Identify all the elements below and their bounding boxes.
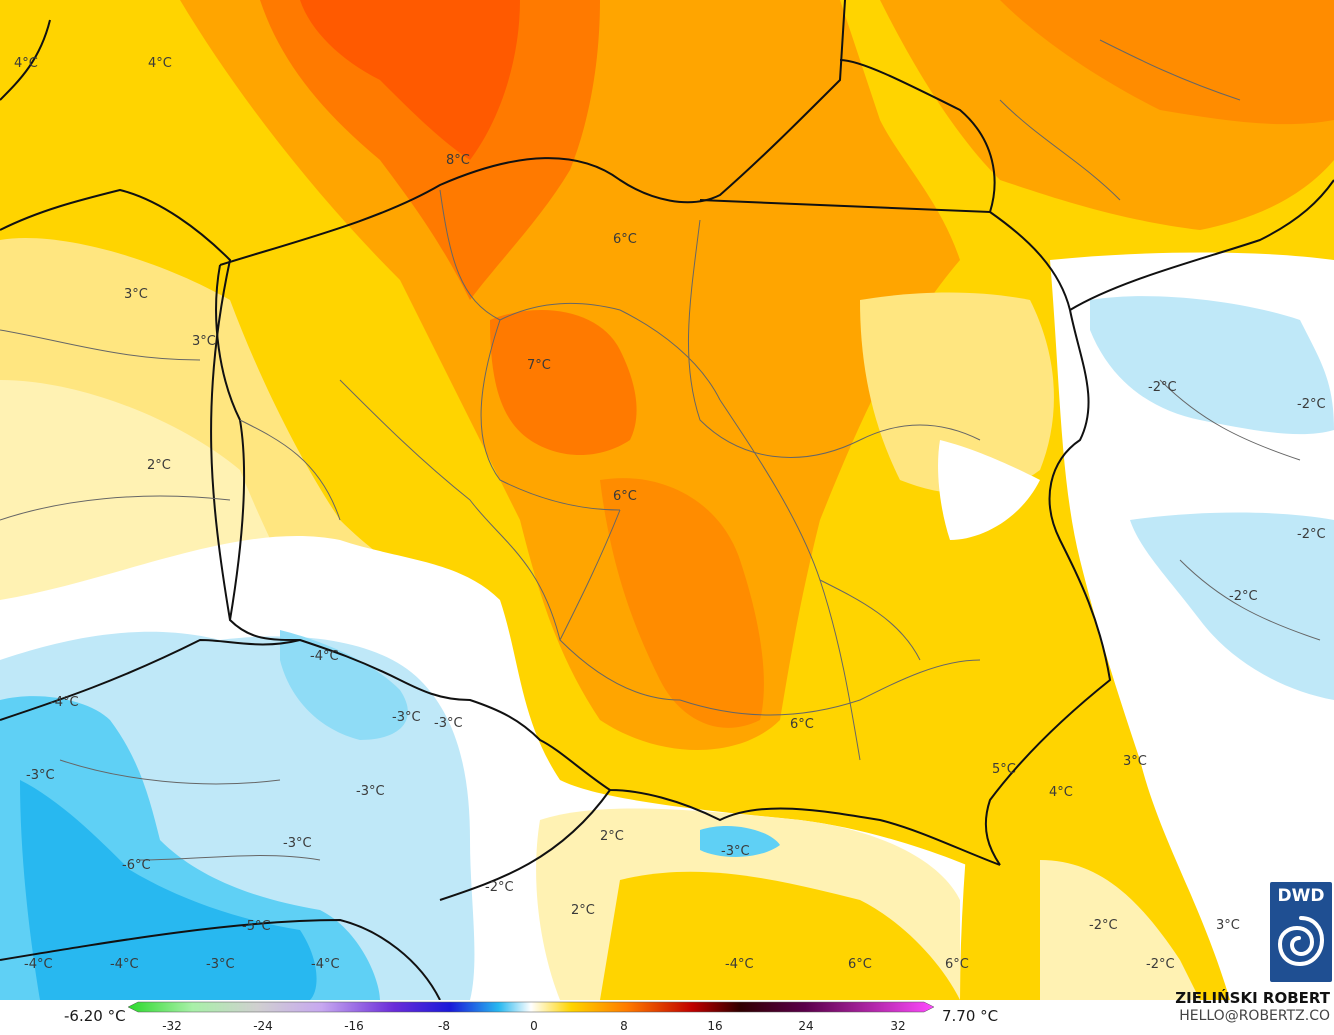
temp-label: -2°C — [1146, 957, 1175, 972]
scale-tick: 32 — [890, 1019, 905, 1033]
ukraine-light-blue — [1130, 512, 1334, 700]
germany-border — [0, 188, 232, 621]
temp-label: -3°C — [206, 957, 235, 972]
scale-ticks: -32 -24 -16 -8 0 8 16 24 32 — [162, 1019, 905, 1033]
carpathian-yellow — [600, 871, 960, 1000]
southeast-pale — [1040, 860, 1200, 1000]
temp-label: -3°C — [392, 710, 421, 725]
temp-label: 6°C — [613, 232, 637, 247]
country-borders — [0, 0, 1334, 1000]
east-white-patch — [938, 440, 1040, 540]
scale-tick: 24 — [798, 1019, 813, 1033]
temp-label: 7°C — [527, 358, 551, 373]
temp-label: -2°C — [1229, 589, 1258, 604]
lithuania-belarus-border — [1069, 179, 1334, 311]
contour-labels: 4°C 4°C 8°C 6°C 3°C 3°C 7°C 2°C 6°C -2°C… — [14, 56, 1326, 972]
temp-label: -3°C — [356, 784, 385, 799]
podlasie-pale — [860, 292, 1054, 494]
temp-label: 6°C — [848, 957, 872, 972]
color-scale-bar — [128, 1001, 935, 1013]
temp-label: -4°C — [725, 957, 754, 972]
austria-border — [0, 918, 441, 1000]
temp-label: 3°C — [192, 334, 216, 349]
scale-tick: -32 — [162, 1019, 182, 1033]
scale-tick: 8 — [620, 1019, 628, 1033]
credit-email: HELLO@ROBERTZ.CO — [1179, 1008, 1330, 1024]
slovakia-border — [439, 789, 611, 901]
temp-label: -3°C — [721, 844, 750, 859]
swirl-icon — [1277, 916, 1325, 967]
temp-label: 2°C — [147, 458, 171, 473]
temp-label: 2°C — [600, 829, 624, 844]
denmark-coast — [0, 19, 51, 101]
temp-label: -3°C — [26, 768, 55, 783]
temp-label: 6°C — [790, 717, 814, 732]
temp-label: -4°C — [311, 957, 340, 972]
dwd-logo: DWD — [1270, 882, 1332, 982]
tatra-blue — [700, 825, 780, 857]
temp-label: -3°C — [283, 836, 312, 851]
temp-label: 3°C — [1123, 754, 1147, 769]
dwd-logo-text: DWD — [1277, 886, 1325, 906]
legend-max-label: 7.70 °C — [942, 1007, 999, 1025]
lesser-poland-orange — [600, 478, 764, 728]
belarus-light-blue — [1090, 296, 1334, 435]
temp-label: -6°C — [122, 858, 151, 873]
credit-author: ZIELIŃSKI ROBERT — [1175, 989, 1330, 1007]
temp-label: -4°C — [24, 957, 53, 972]
scale-tick: -16 — [344, 1019, 364, 1033]
scale-tick: 0 — [530, 1019, 538, 1033]
baltic-sea-red-orange — [300, 0, 520, 160]
temp-label: 3°C — [1216, 918, 1240, 933]
legend-min-label: -6.20 °C — [64, 1007, 126, 1025]
temp-label: -2°C — [1297, 397, 1326, 412]
temp-label: 4°C — [1049, 785, 1073, 800]
scale-tick: 16 — [707, 1019, 722, 1033]
central-dark-orange — [490, 310, 637, 455]
temp-label: -4°C — [310, 649, 339, 664]
bohemia-blue-spot — [280, 630, 408, 740]
scale-tick: -24 — [253, 1019, 273, 1033]
czech-german-border — [0, 638, 301, 721]
scale-tick: -8 — [438, 1019, 450, 1033]
temp-label: -5°C — [242, 919, 271, 934]
temp-label: 6°C — [613, 489, 637, 504]
temp-label: -4°C — [50, 695, 79, 710]
temp-label: 4°C — [148, 56, 172, 71]
kaliningrad-border — [699, 59, 996, 214]
temp-label: 5°C — [992, 762, 1016, 777]
temp-label: 8°C — [446, 153, 470, 168]
temp-label: -2°C — [1297, 527, 1326, 542]
temp-label: -2°C — [1148, 380, 1177, 395]
temp-label: -2°C — [485, 880, 514, 895]
temp-label: 6°C — [945, 957, 969, 972]
baltic-coastline — [219, 0, 846, 266]
temp-label: 2°C — [571, 903, 595, 918]
temp-label: 4°C — [14, 56, 38, 71]
temp-label: -4°C — [110, 957, 139, 972]
pomerania-dark-orange — [260, 0, 600, 300]
southeast-yellow — [960, 696, 1230, 1000]
color-scale: -32 -24 -16 -8 0 8 16 24 32 — [128, 1001, 935, 1033]
regional-borders — [0, 39, 1321, 861]
temp-label: -2°C — [1089, 918, 1118, 933]
temp-label: 3°C — [124, 287, 148, 302]
temp-label: -3°C — [434, 716, 463, 731]
temperature-map: 4°C 4°C 8°C 6°C 3°C 3°C 7°C 2°C 6°C -2°C… — [0, 0, 1334, 1000]
baltic-dark-orange — [1000, 0, 1334, 125]
western-southern-border — [215, 264, 1001, 866]
